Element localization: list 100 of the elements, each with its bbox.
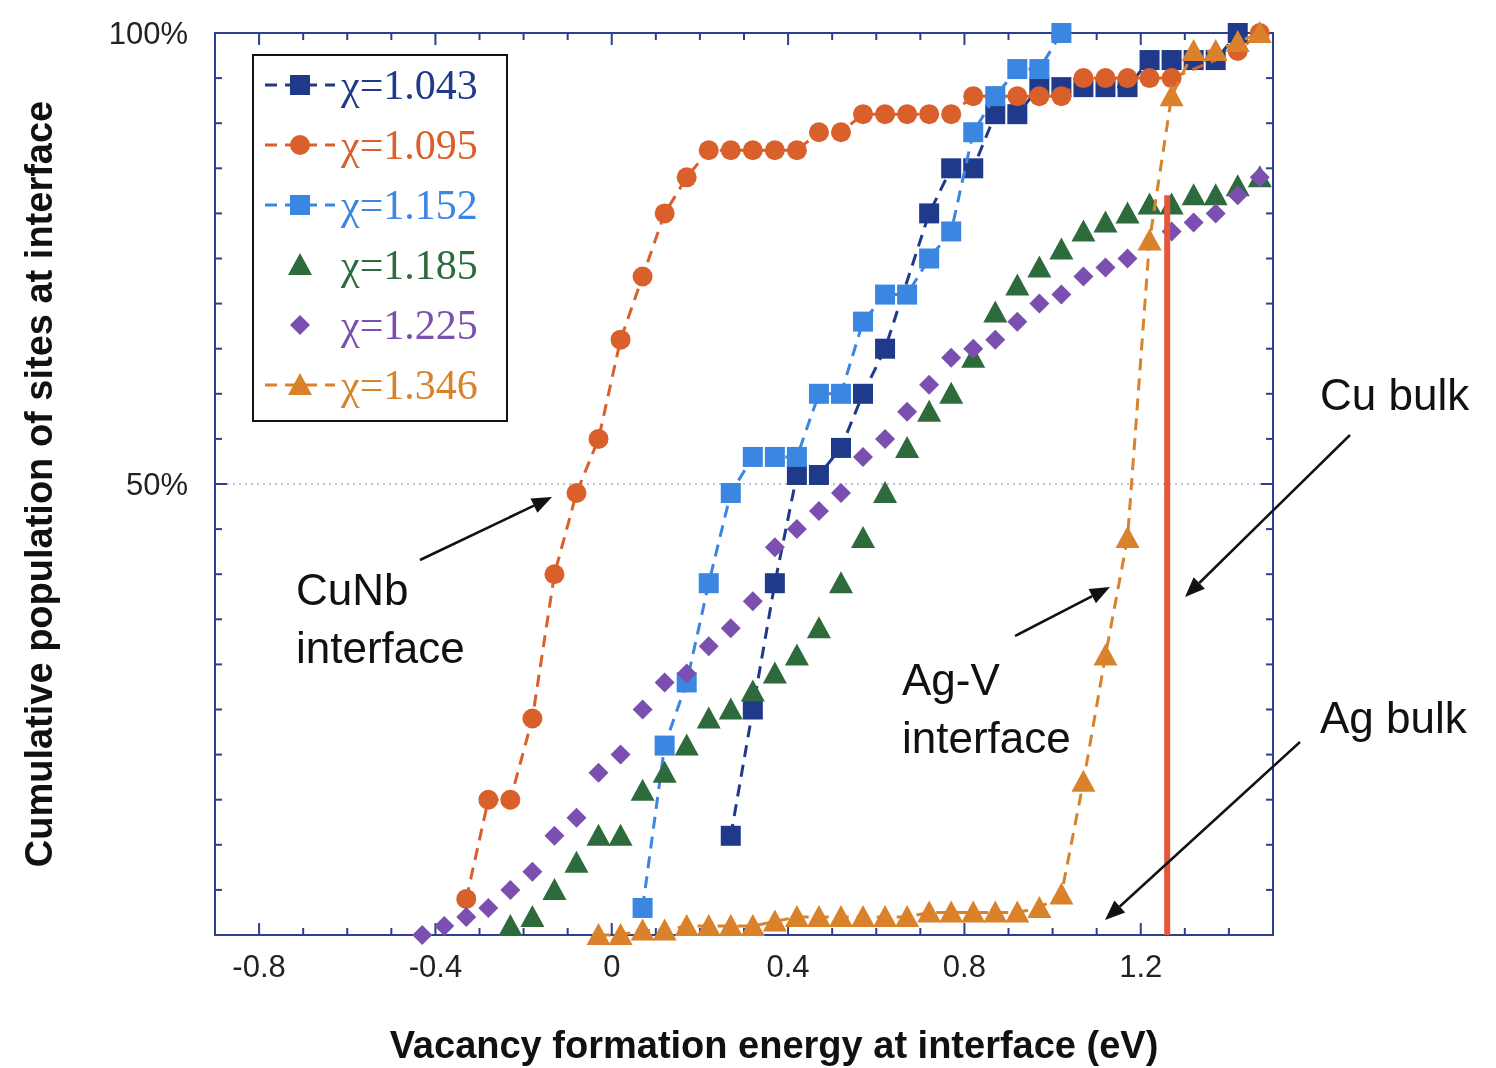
point (1029, 293, 1050, 314)
point (1183, 212, 1204, 233)
point (742, 446, 763, 467)
point (895, 435, 920, 458)
point (983, 900, 1008, 923)
legend-label: χ=1.095 (340, 122, 478, 168)
legend-label: χ=1.152 (340, 182, 478, 228)
point (1007, 311, 1028, 332)
point (610, 329, 631, 350)
x-tick-label: 1.2 (1119, 949, 1163, 984)
point (919, 203, 940, 224)
point (919, 104, 940, 125)
point (808, 383, 829, 404)
point (875, 104, 896, 125)
point (632, 897, 653, 918)
point (566, 483, 587, 504)
point (873, 904, 898, 927)
point (917, 900, 942, 923)
point (652, 760, 677, 783)
point (1225, 30, 1250, 53)
point (1139, 68, 1160, 89)
point (1227, 185, 1248, 206)
point (875, 338, 896, 359)
point (830, 437, 851, 458)
point (786, 464, 807, 485)
point (1205, 203, 1226, 224)
point (1005, 273, 1030, 296)
point (608, 923, 633, 945)
point (720, 618, 741, 639)
y-axis-title: Cumulative population of sites at interface (18, 100, 60, 868)
point (654, 203, 675, 224)
point (762, 909, 787, 932)
x-tick-label: 0.8 (942, 949, 986, 984)
point (764, 573, 785, 594)
point (851, 904, 876, 927)
point (740, 679, 765, 702)
point (1203, 183, 1228, 206)
x-tick-label: 0.4 (766, 949, 810, 984)
point (897, 104, 918, 125)
point (654, 672, 675, 693)
point (853, 383, 874, 404)
point (674, 733, 699, 756)
legend-label: χ=1.225 (340, 302, 478, 348)
point (412, 925, 433, 945)
point (698, 573, 719, 594)
x-tick-label: 0 (603, 949, 621, 984)
point (654, 735, 675, 756)
point (1071, 769, 1096, 792)
point (1051, 284, 1072, 305)
point (983, 300, 1008, 323)
legend-label: χ=1.185 (340, 242, 478, 288)
point (676, 663, 697, 684)
point (828, 571, 853, 594)
x-tick-label: -0.8 (232, 949, 286, 984)
point (853, 311, 874, 332)
point (873, 481, 898, 504)
point (1007, 59, 1028, 80)
point (786, 519, 807, 540)
point (1139, 50, 1160, 71)
point (720, 483, 741, 504)
point (478, 789, 499, 810)
point (875, 428, 896, 449)
point (1093, 210, 1118, 233)
point (963, 122, 984, 143)
point (520, 904, 545, 927)
point (632, 699, 653, 720)
point (542, 877, 567, 900)
point (941, 221, 962, 242)
point (762, 661, 787, 684)
point (875, 284, 896, 305)
point (698, 636, 719, 657)
point (1073, 266, 1094, 287)
point (851, 526, 876, 549)
point (652, 918, 677, 941)
point (1073, 68, 1094, 89)
point (963, 338, 984, 359)
point (808, 122, 829, 143)
point (742, 591, 763, 612)
point (500, 789, 521, 810)
point (830, 122, 851, 143)
point (1007, 104, 1028, 125)
point (1117, 248, 1138, 269)
point (718, 913, 743, 936)
point (917, 399, 942, 422)
point (1115, 526, 1140, 549)
point (786, 446, 807, 467)
point (1095, 257, 1116, 278)
point (566, 807, 587, 828)
point (830, 483, 851, 504)
point (1159, 84, 1184, 107)
point (963, 86, 984, 107)
point (919, 248, 940, 269)
point (742, 140, 763, 161)
point (830, 383, 851, 404)
point (1181, 39, 1206, 62)
point (1005, 900, 1030, 923)
point (1117, 68, 1138, 89)
y-tick-label: 50% (125, 467, 188, 502)
point (764, 537, 785, 558)
point (806, 904, 831, 927)
